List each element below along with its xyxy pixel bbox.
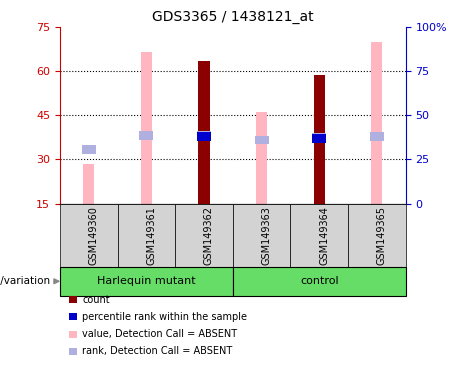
- Text: GSM149363: GSM149363: [261, 206, 272, 265]
- Text: rank, Detection Call = ABSENT: rank, Detection Call = ABSENT: [82, 346, 232, 356]
- Bar: [197, 132, 211, 141]
- Text: GSM149360: GSM149360: [89, 206, 99, 265]
- Bar: [313, 76, 325, 204]
- Bar: [82, 145, 96, 154]
- Bar: [139, 131, 154, 140]
- Text: GSM149364: GSM149364: [319, 206, 329, 265]
- Bar: [312, 133, 326, 142]
- Text: GSM149365: GSM149365: [377, 206, 387, 265]
- Text: genotype/variation: genotype/variation: [0, 276, 51, 286]
- Text: GSM149361: GSM149361: [146, 206, 156, 265]
- Bar: [141, 52, 152, 204]
- Text: control: control: [300, 276, 338, 286]
- Text: Harlequin mutant: Harlequin mutant: [97, 276, 195, 286]
- Bar: [256, 112, 267, 204]
- Bar: [197, 131, 211, 140]
- Bar: [198, 61, 210, 204]
- Bar: [371, 41, 383, 204]
- Text: percentile rank within the sample: percentile rank within the sample: [82, 312, 247, 322]
- Bar: [83, 164, 95, 204]
- Bar: [254, 136, 269, 144]
- Bar: [370, 132, 384, 141]
- Text: GSM149362: GSM149362: [204, 206, 214, 265]
- Text: value, Detection Call = ABSENT: value, Detection Call = ABSENT: [82, 329, 237, 339]
- Bar: [312, 134, 326, 142]
- Text: count: count: [82, 295, 110, 305]
- Title: GDS3365 / 1438121_at: GDS3365 / 1438121_at: [152, 10, 313, 25]
